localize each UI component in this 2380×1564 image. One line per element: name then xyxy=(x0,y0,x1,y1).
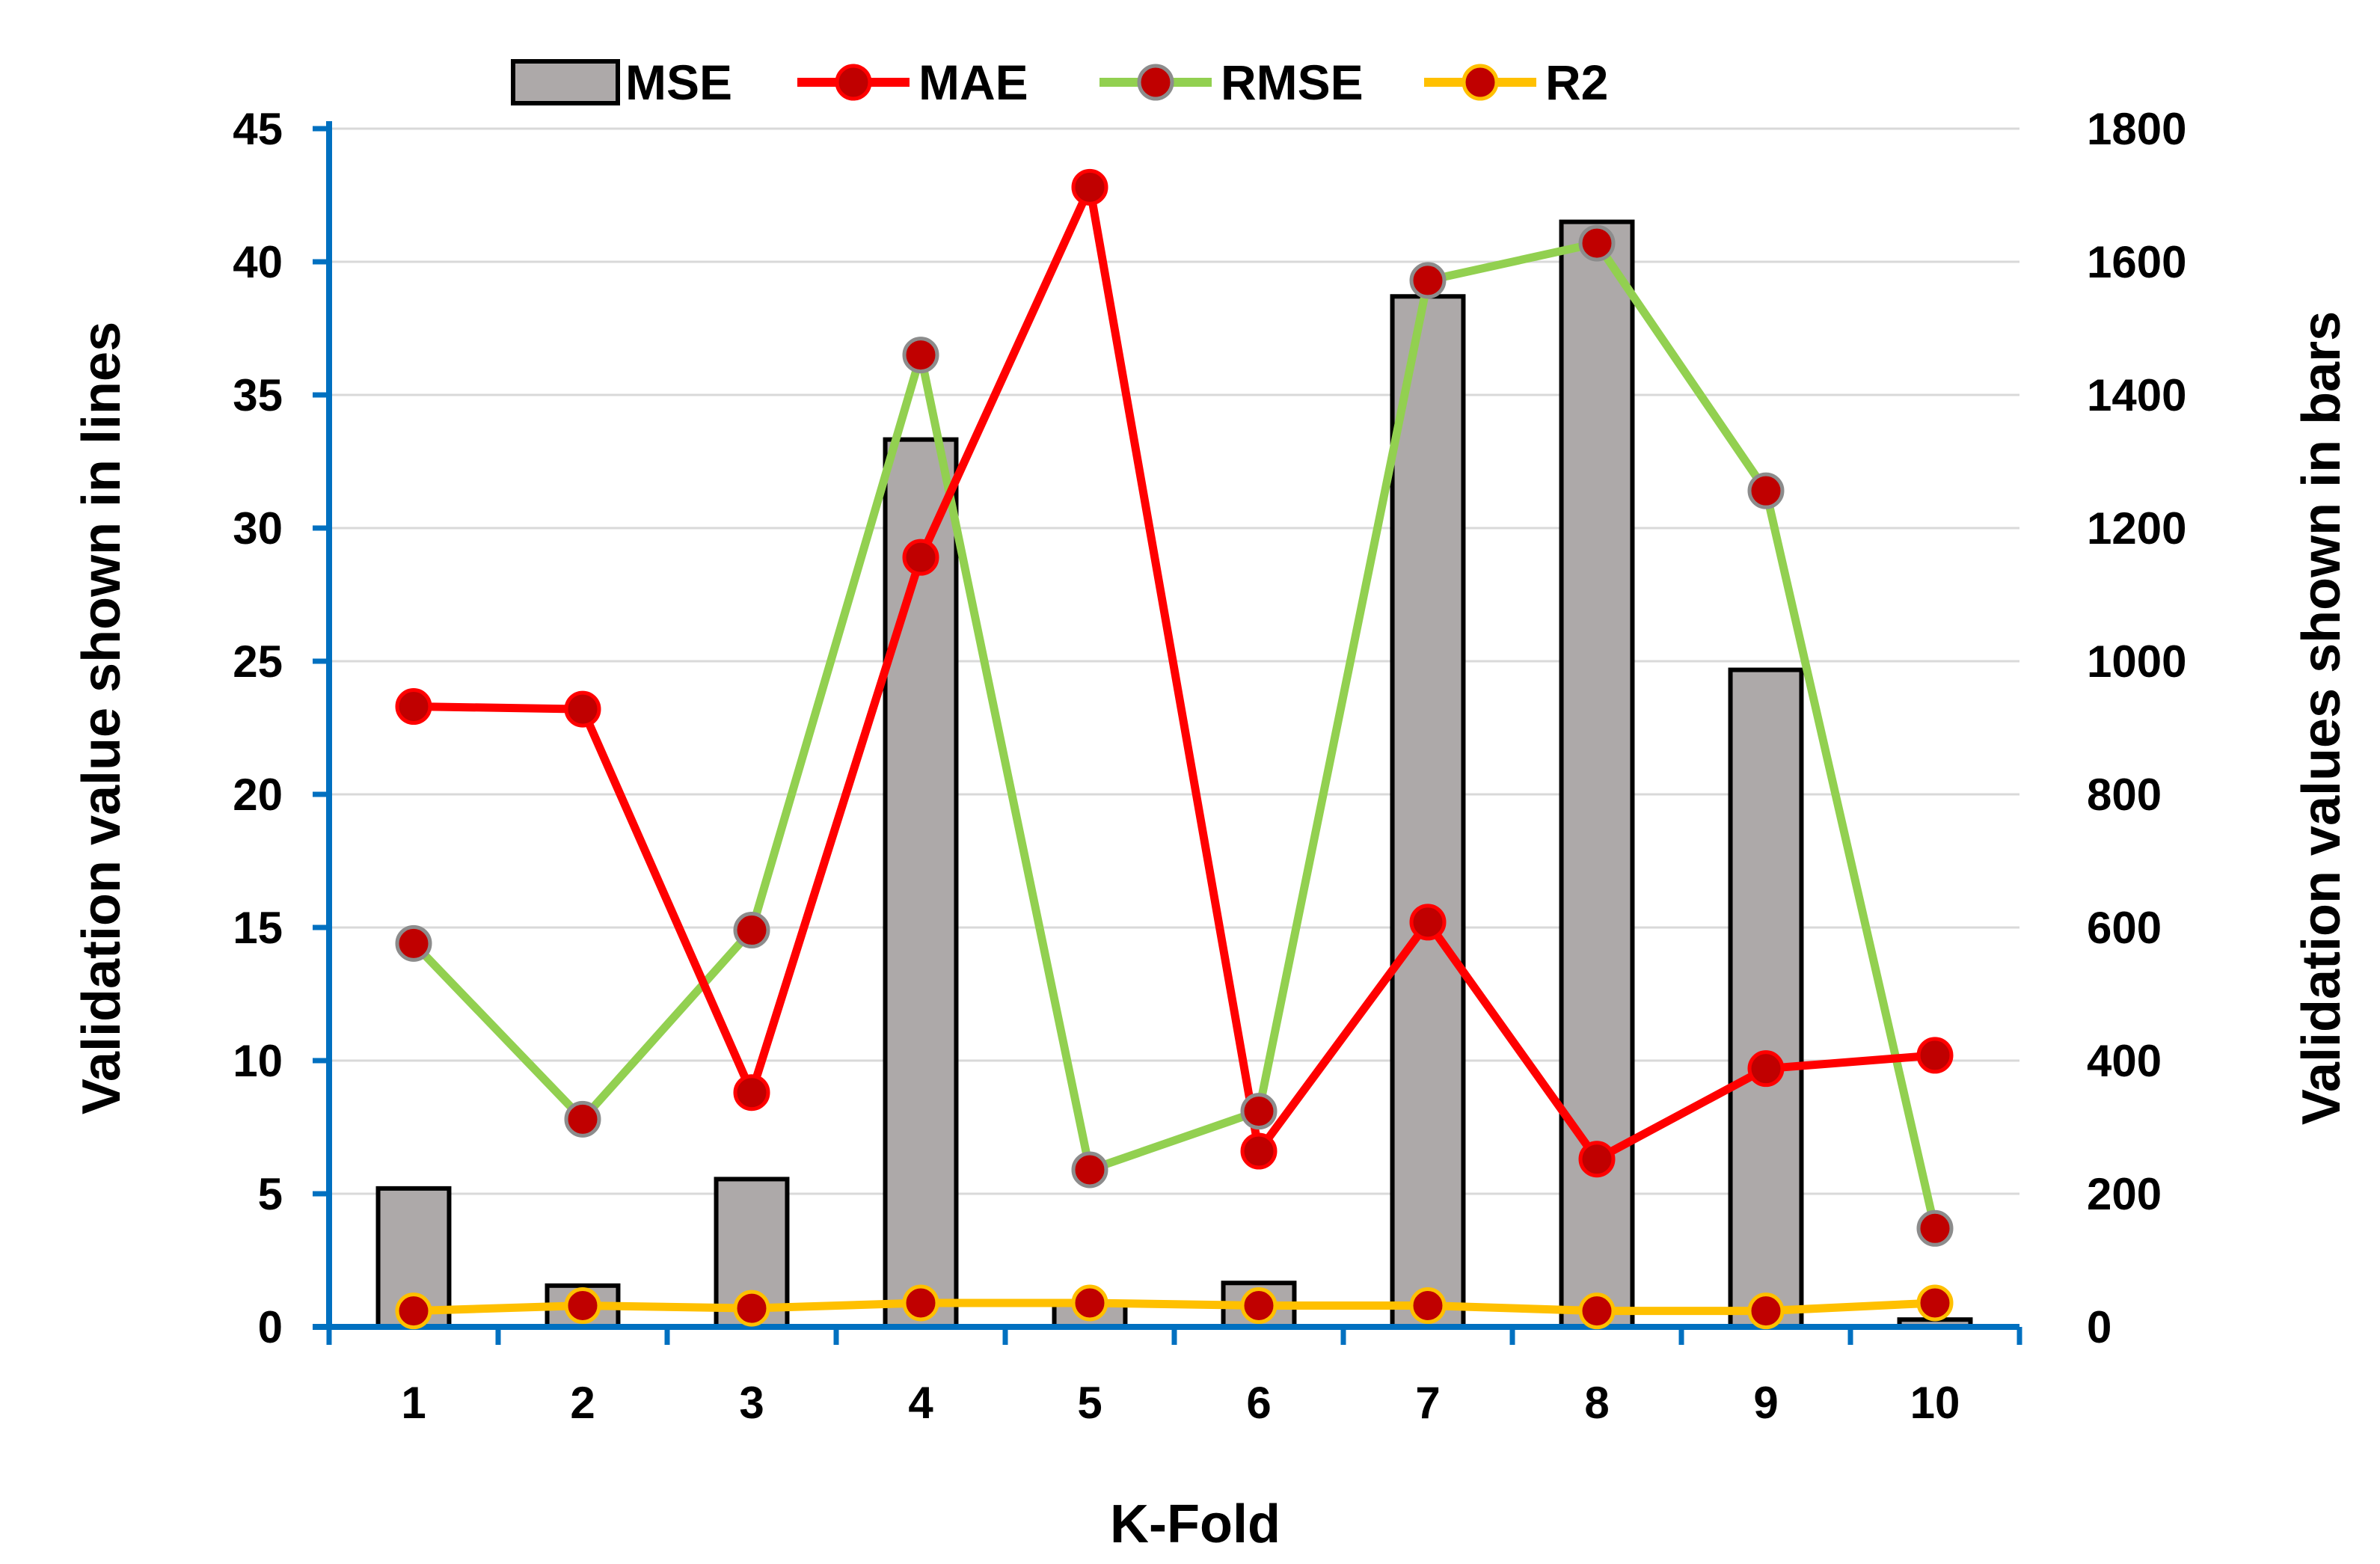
marker-rmse xyxy=(564,1100,601,1138)
y-left-tick-label: 35 xyxy=(233,370,283,420)
marker-r2 xyxy=(1409,1287,1447,1325)
legend-marker-r2 xyxy=(1462,64,1499,101)
legend-marker-rmse xyxy=(1137,64,1174,101)
line-layer xyxy=(395,168,1954,1330)
x-tick-label: 5 xyxy=(1077,1378,1102,1428)
y-right-tick-label: 800 xyxy=(2087,770,2162,820)
marker-mae xyxy=(902,539,939,576)
y-left-tick-label: 10 xyxy=(233,1036,283,1086)
marker-rmse xyxy=(1240,1093,1278,1130)
marker-r2 xyxy=(1916,1284,1954,1322)
bar-mse xyxy=(1728,667,1804,1329)
legend-label-mae: MAE xyxy=(918,55,1028,110)
marker-rmse xyxy=(1747,472,1785,509)
marker-rmse xyxy=(1578,224,1616,262)
legend-label-r2: R2 xyxy=(1545,55,1608,110)
x-tick-label: 2 xyxy=(570,1378,595,1428)
y-left-tick-label: 45 xyxy=(233,104,283,154)
y-left-tick-label: 30 xyxy=(233,503,283,553)
x-tick-label: 1 xyxy=(401,1378,426,1428)
x-tick-label: 6 xyxy=(1246,1378,1271,1428)
series-line-mae xyxy=(409,183,1939,1164)
marker-rmse xyxy=(1071,1151,1108,1189)
y-right-tick-label: 400 xyxy=(2087,1036,2162,1086)
marker-r2 xyxy=(1578,1292,1616,1330)
marker-mae xyxy=(1071,168,1108,206)
x-tick-label: 7 xyxy=(1415,1378,1440,1428)
y-left-tick-label: 0 xyxy=(258,1302,283,1352)
marker-mae xyxy=(1578,1141,1616,1178)
y-right-tick-label: 1400 xyxy=(2087,370,2186,420)
x-tick-label: 9 xyxy=(1753,1378,1778,1428)
series-line-r2 xyxy=(409,1298,1939,1316)
x-tick-label: 4 xyxy=(908,1378,933,1428)
marker-r2 xyxy=(564,1287,601,1325)
marker-mae xyxy=(1747,1050,1785,1088)
bar-mse xyxy=(1390,294,1466,1329)
y-left-tick-label: 5 xyxy=(258,1169,283,1219)
marker-rmse xyxy=(733,912,770,949)
x-tick-label: 3 xyxy=(739,1378,764,1428)
marker-r2 xyxy=(1747,1292,1785,1330)
legend-label-rmse: RMSE xyxy=(1221,55,1364,110)
y-right-tick-label: 1200 xyxy=(2087,503,2186,553)
y-left-tick-label: 15 xyxy=(233,903,283,953)
y-right-tick-label: 1000 xyxy=(2087,637,2186,687)
marker-mae xyxy=(395,688,432,726)
x-axis-title: K-Fold xyxy=(1110,1494,1281,1554)
legend-label-mse: MSE xyxy=(625,55,732,110)
series-line-rmse xyxy=(409,239,1939,1233)
y-left-tick-label: 20 xyxy=(233,770,283,820)
marker-mae xyxy=(733,1074,770,1111)
marker-rmse xyxy=(902,337,939,374)
marker-r2 xyxy=(902,1284,939,1322)
marker-rmse xyxy=(1409,262,1447,299)
y-right-tick-label: 600 xyxy=(2087,903,2162,953)
x-tick-label: 8 xyxy=(1584,1378,1609,1428)
marker-rmse xyxy=(395,924,432,962)
legend: MSE MAE RMSE R2 xyxy=(511,55,1608,110)
y-axis-right-title: Validation values shown in bars xyxy=(2292,311,2352,1125)
y-axis-left-title: Validation value shown in lines xyxy=(72,322,132,1114)
legend-marker-mae xyxy=(835,64,872,101)
marker-mae xyxy=(1240,1132,1278,1170)
axis-layer xyxy=(313,121,2022,1345)
y-left-tick-label: 40 xyxy=(233,237,283,287)
marker-r2 xyxy=(733,1289,770,1327)
tick-layer: 0510152025303540450200400600800100012001… xyxy=(233,104,2186,1428)
marker-mae xyxy=(1916,1037,1954,1074)
y-left-tick-label: 25 xyxy=(233,637,283,687)
marker-r2 xyxy=(1240,1287,1278,1325)
marker-mae xyxy=(564,690,601,728)
legend-swatch-mse xyxy=(511,59,620,105)
y-right-tick-label: 200 xyxy=(2087,1169,2162,1219)
y-right-tick-label: 1800 xyxy=(2087,104,2186,154)
marker-r2 xyxy=(1071,1284,1108,1322)
y-right-tick-label: 0 xyxy=(2087,1302,2111,1352)
bar-layer xyxy=(375,219,1973,1330)
y-right-tick-label: 1600 xyxy=(2087,237,2186,287)
marker-rmse xyxy=(1916,1209,1954,1247)
marker-r2 xyxy=(395,1292,432,1330)
marker-mae xyxy=(1409,904,1447,941)
x-tick-label: 10 xyxy=(1910,1378,1960,1428)
